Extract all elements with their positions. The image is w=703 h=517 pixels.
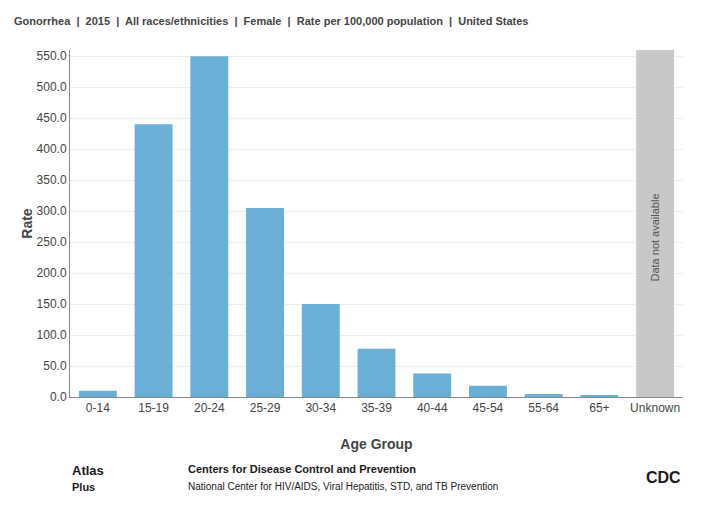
svg-text:300.0: 300.0	[37, 204, 67, 218]
svg-text:Unknown: Unknown	[630, 401, 680, 415]
svg-text:Gonorrhea | 2015 | All rac: Gonorrhea | 2015 | All races/ethnicities…	[14, 15, 528, 27]
svg-text:25-29: 25-29	[250, 401, 281, 415]
svg-text:500.0: 500.0	[37, 80, 67, 94]
svg-text:150.0: 150.0	[37, 297, 67, 311]
svg-text:Centers for Disease Control an: Centers for Disease Control and Preventi…	[188, 463, 416, 475]
svg-text:0-14: 0-14	[86, 401, 110, 415]
svg-text:Data not available: Data not available	[649, 193, 661, 281]
svg-text:CDC: CDC	[646, 469, 681, 486]
svg-text:National Center for HIV/AIDS,: National Center for HIV/AIDS, Viral Hepa…	[188, 481, 498, 492]
svg-text:450.0: 450.0	[37, 111, 67, 125]
svg-text:350.0: 350.0	[37, 173, 67, 187]
svg-text:30-34: 30-34	[305, 401, 336, 415]
svg-text:0.0: 0.0	[50, 390, 67, 404]
svg-text:45-54: 45-54	[473, 401, 504, 415]
svg-text:Rate: Rate	[19, 208, 35, 239]
svg-text:35-39: 35-39	[361, 401, 392, 415]
svg-text:Plus: Plus	[72, 481, 95, 493]
svg-text:50.0: 50.0	[43, 359, 67, 373]
svg-text:15-19: 15-19	[138, 401, 169, 415]
svg-text:200.0: 200.0	[37, 266, 67, 280]
svg-text:55-64: 55-64	[528, 401, 559, 415]
svg-text:40-44: 40-44	[417, 401, 448, 415]
svg-text:65+: 65+	[589, 401, 609, 415]
svg-text:20-24: 20-24	[194, 401, 225, 415]
svg-text:Age Group: Age Group	[340, 436, 412, 452]
svg-text:400.0: 400.0	[37, 142, 67, 156]
svg-text:Atlas: Atlas	[72, 463, 104, 478]
svg-text:100.0: 100.0	[37, 328, 67, 342]
svg-text:250.0: 250.0	[37, 235, 67, 249]
svg-text:550.0: 550.0	[37, 49, 67, 63]
